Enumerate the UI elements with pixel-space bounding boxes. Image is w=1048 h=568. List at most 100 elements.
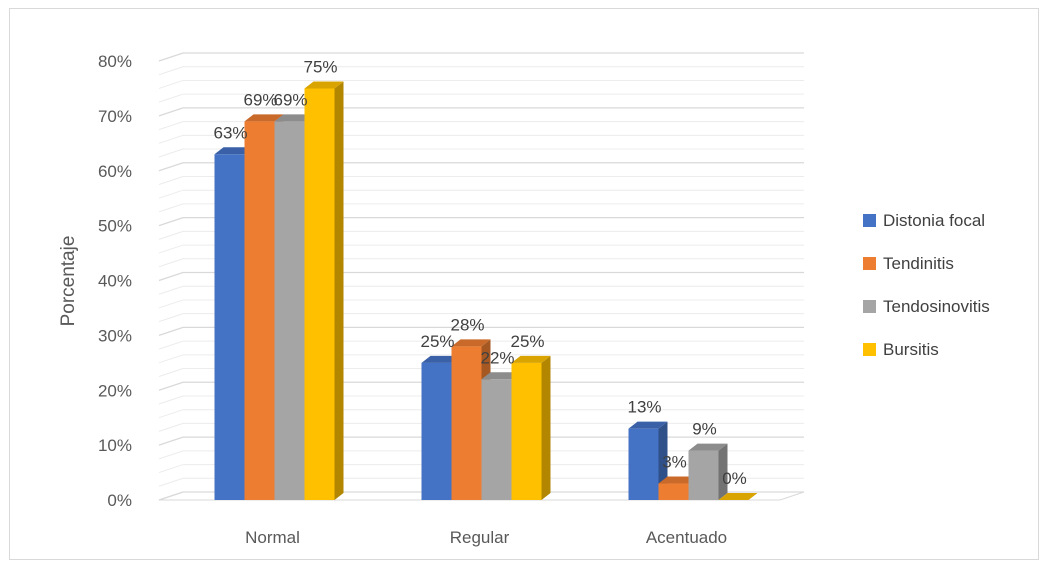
y-tick-label: 20%	[98, 381, 132, 400]
bar-front	[421, 362, 452, 500]
legend-item: Distonia focal	[863, 211, 985, 230]
minor-gridline	[158, 244, 184, 254]
minor-gridline	[158, 340, 184, 350]
minor-gridline	[158, 121, 184, 131]
bar-top	[274, 114, 314, 122]
minor-gridline	[158, 313, 184, 323]
minor-gridline	[158, 79, 184, 89]
bar-top	[214, 147, 254, 155]
category-label: Regular	[450, 528, 510, 547]
data-label: 0%	[722, 469, 747, 488]
minor-gridline	[158, 450, 184, 460]
legend-swatch	[863, 343, 876, 356]
y-axis-ticks: 0% 10% 20% 30% 40% 50% 60% 70% 80%	[98, 52, 132, 510]
minor-gridline	[158, 285, 184, 295]
bar-bursitis-regular	[511, 355, 551, 500]
data-label: 69%	[243, 90, 277, 109]
legend-label: Tendosinovitis	[883, 297, 990, 316]
legend-label: Distonia focal	[883, 211, 985, 230]
minor-gridline	[158, 189, 184, 199]
gridline	[158, 52, 804, 62]
bar-top	[628, 421, 668, 429]
chart-floor	[158, 491, 805, 501]
legend-swatch	[863, 257, 876, 270]
legend-swatch	[863, 300, 876, 313]
legend-swatch	[863, 214, 876, 227]
y-tick-label: 80%	[98, 52, 132, 71]
gridline	[158, 216, 804, 227]
bar-front	[658, 483, 689, 500]
y-tick-label: 0%	[107, 491, 132, 510]
data-labels: 63%69%69%75%25%28%22%25%13%3%9%0%	[213, 57, 746, 488]
bar-top	[511, 355, 551, 363]
data-label: 25%	[420, 332, 454, 351]
bar-front	[511, 362, 542, 500]
minor-gridline	[158, 175, 184, 185]
legend-label: Bursitis	[883, 340, 939, 359]
minor-gridline	[158, 477, 184, 487]
bar-chart: 0% 10% 20% 30% 40% 50% 60% 70% 80% Porcentaje 63…	[58, 52, 990, 547]
data-label: 9%	[692, 420, 717, 439]
bar-side	[334, 81, 344, 500]
bar-side	[718, 443, 728, 500]
minor-gridline	[158, 299, 184, 309]
gridline	[158, 162, 804, 172]
bars	[214, 81, 758, 501]
data-label: 13%	[627, 398, 661, 417]
y-tick-label: 70%	[98, 107, 132, 126]
bar-front	[304, 88, 335, 500]
y-axis-label: Porcentaje	[58, 236, 79, 327]
data-label: 28%	[450, 315, 484, 334]
gridline	[158, 326, 804, 336]
data-label: 3%	[662, 453, 687, 472]
bar-top	[421, 355, 461, 363]
minor-gridline	[158, 66, 184, 76]
y-tick-label: 30%	[98, 326, 132, 345]
y-tick-label: 60%	[98, 162, 132, 181]
bar-front	[688, 450, 719, 500]
minor-gridline	[158, 230, 184, 240]
y-tick-label: 40%	[98, 272, 132, 291]
minor-gridline	[158, 409, 184, 419]
minor-gridline	[158, 422, 184, 432]
chart-frame: 0% 10% 20% 30% 40% 50% 60% 70% 80% Porcentaje 63…	[9, 8, 1039, 560]
bar-top	[304, 81, 344, 89]
bar-front	[214, 154, 245, 500]
minor-gridline	[158, 258, 184, 268]
category-label: Acentuado	[646, 528, 727, 547]
data-label: 63%	[213, 123, 247, 142]
minor-gridline	[158, 134, 184, 144]
category-labels: Normal Regular Acentuado	[245, 528, 727, 547]
data-label: 22%	[480, 348, 514, 367]
bar-top	[658, 476, 698, 484]
minor-gridline	[158, 368, 184, 378]
minor-gridline	[158, 395, 184, 405]
minor-gridline	[158, 148, 184, 158]
bar-bursitis-acentuado	[718, 493, 758, 500]
minor-gridline	[158, 354, 184, 364]
gridline	[158, 107, 804, 117]
bar-side	[541, 355, 551, 500]
legend-label: Tendinitis	[883, 254, 954, 273]
category-label: Normal	[245, 528, 300, 547]
bar-distonia-focal-acentuado	[628, 421, 668, 500]
bar-front	[244, 121, 275, 501]
legend: Distonia focal Tendinitis Tendosinovitis Bu…	[863, 211, 990, 359]
data-label: 25%	[510, 332, 544, 351]
legend-item: Bursitis	[863, 340, 939, 359]
bar-top	[481, 372, 521, 380]
bar-front	[451, 346, 482, 500]
gridline	[158, 381, 804, 391]
minor-gridline	[158, 464, 184, 474]
bar-front	[628, 428, 659, 500]
gridline	[158, 271, 804, 282]
minor-gridline	[158, 93, 184, 103]
gridline	[158, 436, 804, 446]
bar-front	[481, 379, 512, 500]
bar-top	[244, 114, 284, 122]
bar-tendosinovitis-acentuado	[688, 443, 728, 500]
data-label: 75%	[303, 57, 337, 76]
minor-gridline	[158, 203, 184, 213]
bar-top	[718, 493, 758, 500]
y-tick-label: 50%	[98, 217, 132, 236]
